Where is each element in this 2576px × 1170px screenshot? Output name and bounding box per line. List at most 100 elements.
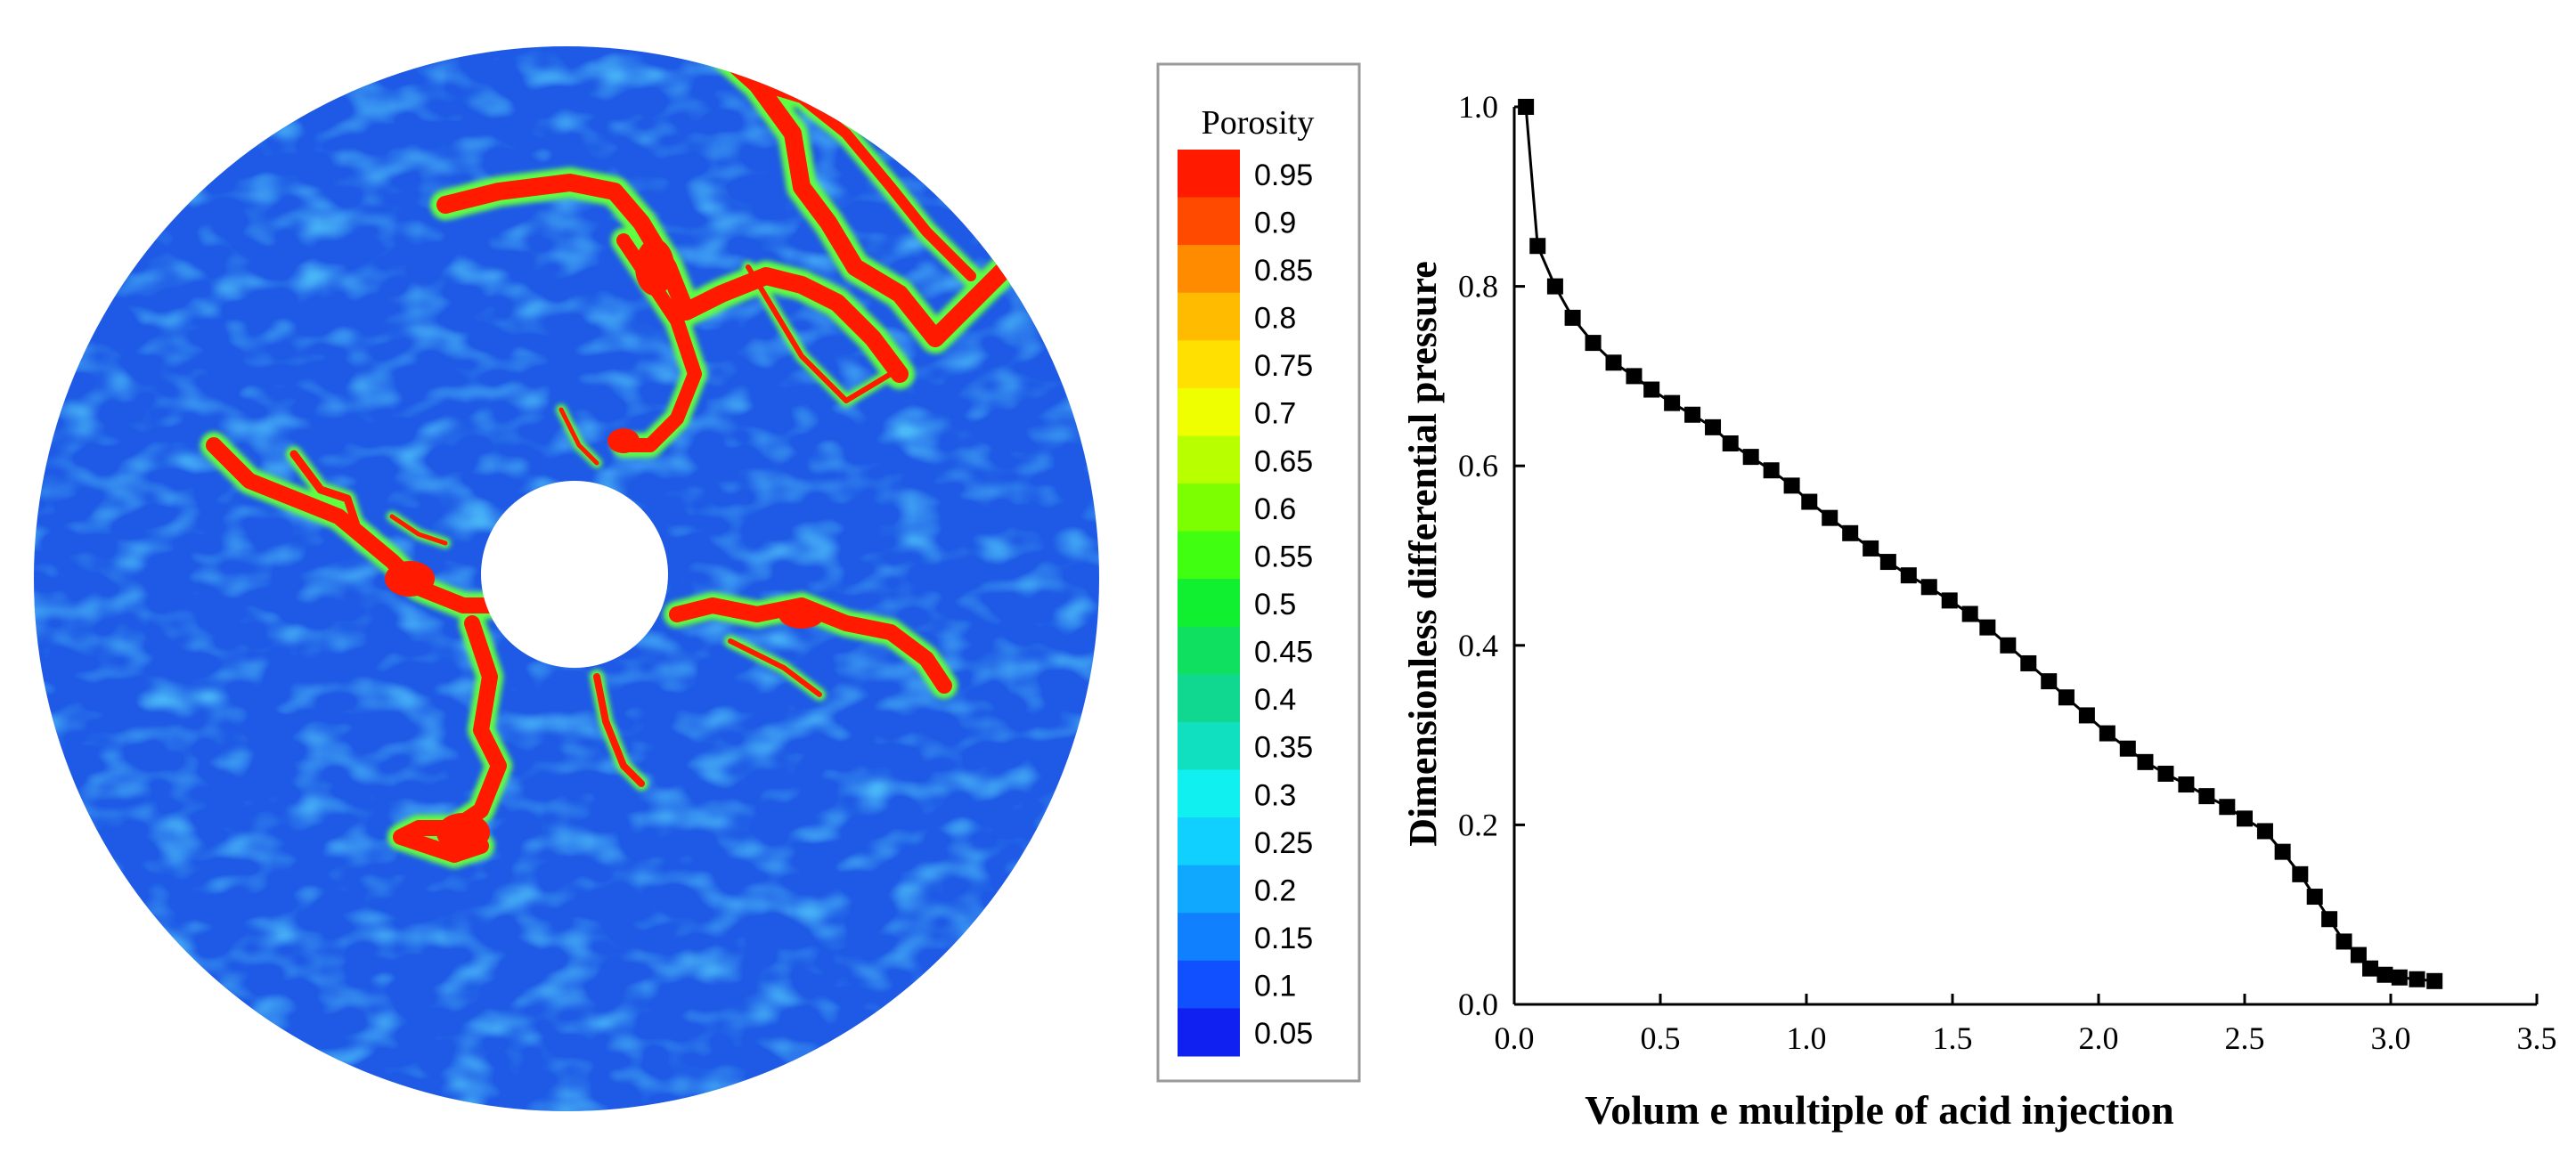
x-tick-label: 0.5 [1641,1020,1681,1056]
series-point [2376,966,2393,983]
series-point [1763,462,1780,479]
colorbar-label: 0.85 [1254,254,1313,288]
porosity-colorbar: Porosity 0.95 0.9 0.85 0.8 0.75 0.7 0.65 0.6 0.5… [1156,62,1361,1083]
x-tick-label: 3.5 [2517,1020,2557,1056]
colorbar-swatch [1178,721,1240,771]
chart-tick-labels: 0.0 0.5 1.0 1.5 2.0 2.5 3.0 3.5 0.0 0.2 0.4 0.6 0.8 1… [1458,89,2557,1056]
colorbar-label: 0.65 [1254,444,1313,478]
y-tick-label: 0.2 [1458,807,1498,842]
colorbar-label: 0.05 [1254,1017,1313,1051]
series-point [2292,865,2309,882]
x-tick-label: 1.5 [1933,1020,1973,1056]
colorbar-swatch [1178,626,1240,675]
series-point [1941,592,1958,609]
colorbar-swatch [1178,340,1240,389]
colorbar-label: 0.55 [1254,540,1313,573]
colorbar-swatch [1178,435,1240,484]
y-axis-label: Dimensionless differential pressure [1401,261,1445,847]
series-point [1546,278,1563,295]
series-point [2306,889,2323,906]
series-point [2426,972,2443,989]
colorbar-swatch [1178,913,1240,962]
chart-axes [1512,105,2539,1006]
series-point [2336,933,2352,950]
y-tick-label: 0.8 [1458,269,1498,305]
series-point [2137,753,2154,770]
series-point [2362,960,2379,977]
colorbar-labels: 0.95 0.9 0.85 0.8 0.75 0.7 0.65 0.6 0.55 0.5 0.45 0… [1254,158,1313,1051]
colorbar-label: 0.2 [1254,873,1296,907]
series-point [2219,799,2236,816]
series-point [2237,810,2253,827]
x-tick-label: 2.0 [2079,1020,2119,1056]
colorbar-label: 0.8 [1254,302,1296,336]
colorbar-label: 0.25 [1254,826,1313,860]
series-point [1705,418,1722,435]
porosity-map [34,46,1099,1111]
series-point [1722,435,1739,451]
colorbar-label: 0.9 [1254,206,1296,240]
series-point [2041,673,2058,690]
x-tick-label: 2.5 [2225,1020,2265,1056]
wormholes [206,46,1051,863]
colorbar-label: 0.5 [1254,588,1296,622]
series-point [1626,368,1643,385]
series-point [1979,619,1996,636]
x-axis-label: Volum e multiple of acid injection [1585,1087,2173,1133]
series-point [2078,707,2095,724]
colorbar-swatch [1178,245,1240,294]
series-point [2350,947,2367,963]
series-point [2198,788,2215,805]
series-point [1961,605,1978,622]
y-tick-label: 1.0 [1458,89,1498,125]
colorbar-label: 0.75 [1254,349,1313,383]
series-point [2058,689,2075,706]
x-tick-label: 0.0 [1495,1020,1535,1056]
series-line [1524,106,2435,983]
colorbar-swatch [1178,292,1240,341]
series-point [1684,406,1701,423]
series-points [1518,99,2443,989]
series-point [1664,394,1681,411]
wellbore-hole [481,481,668,668]
colorbar-label: 0.4 [1254,683,1296,717]
colorbar-label: 0.7 [1254,397,1296,431]
colorbar-swatch [1178,150,1240,199]
colorbar-swatch [1178,865,1240,914]
series-point [1783,477,1800,494]
colorbar-label: 0.3 [1254,778,1296,812]
series-point [1822,509,1838,526]
colorbar-swatch [1178,531,1240,580]
colorbar-label: 0.15 [1254,922,1313,955]
y-tick-label: 0.6 [1458,448,1498,483]
x-tick-label: 3.0 [2371,1020,2411,1056]
series-point [2274,843,2291,860]
colorbar-swatch [1178,483,1240,532]
colorbar-swatch [1178,817,1240,866]
pressure-chart: 0.0 0.5 1.0 1.5 2.0 2.5 3.0 3.5 0.0 0.2 0.4 0.6 0.8 1… [1401,89,2557,1133]
series-point [1605,354,1622,371]
series-point [2000,637,2017,654]
colorbar-swatch [1178,960,1240,1009]
series-point [2178,776,2195,793]
series-point [2157,765,2174,782]
colorbar-label: 0.6 [1254,492,1296,526]
colorbar-title: Porosity [1202,104,1315,142]
series-point [1564,309,1581,326]
x-tick-label: 1.0 [1787,1020,1827,1056]
series-point [2409,971,2425,987]
series-point [1585,335,1602,352]
series-point [1900,567,1917,584]
series-point [2020,654,2037,671]
series-point [2321,911,2338,928]
colorbar-swatch [1178,1008,1240,1057]
colorbar-label: 0.95 [1254,158,1313,192]
colorbar-swatch [1178,387,1240,436]
series-point [2391,969,2408,986]
series-point [1920,579,1937,596]
colorbar-swatch [1178,197,1240,246]
series-point [2119,740,2136,757]
series-point [1643,381,1660,398]
series-point [1842,524,1859,541]
